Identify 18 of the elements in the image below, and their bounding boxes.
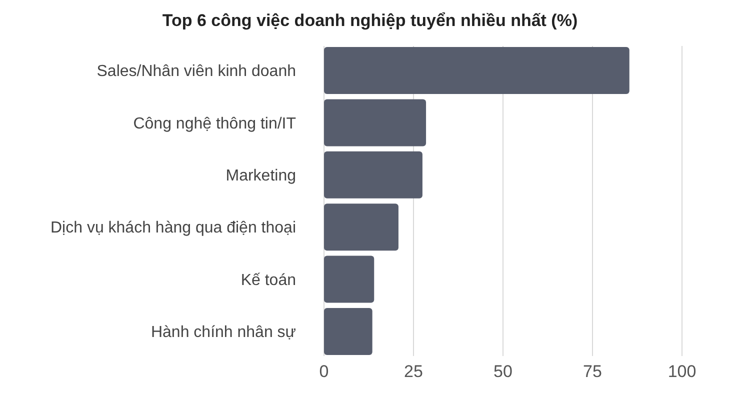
x-tick-label: 50 [494, 362, 512, 381]
y-tick-label: Hành chính nhân sự [150, 324, 296, 342]
bar [324, 204, 398, 251]
x-tick-label: 0 [319, 362, 329, 381]
y-tick-label: Kế toán [240, 272, 296, 289]
x-tick-label: 100 [668, 362, 696, 381]
bar [324, 47, 630, 94]
y-tick-label: Marketing [226, 168, 296, 185]
x-tick-label: 75 [583, 362, 602, 381]
y-tick-label: Dịch vụ khách hàng qua điện thoại [50, 220, 296, 237]
y-tick-label: Công nghệ thông tin/IT [133, 115, 296, 132]
bar [324, 308, 372, 355]
bar [324, 99, 426, 146]
y-tick-label: Sales/Nhân viên kinh doanh [96, 63, 296, 80]
bar [324, 151, 422, 198]
chart-title: Top 6 công việc doanh nghiệp tuyển nhiều nhất (%) [162, 11, 578, 30]
bar [324, 256, 374, 303]
x-tick-label: 25 [404, 362, 423, 381]
